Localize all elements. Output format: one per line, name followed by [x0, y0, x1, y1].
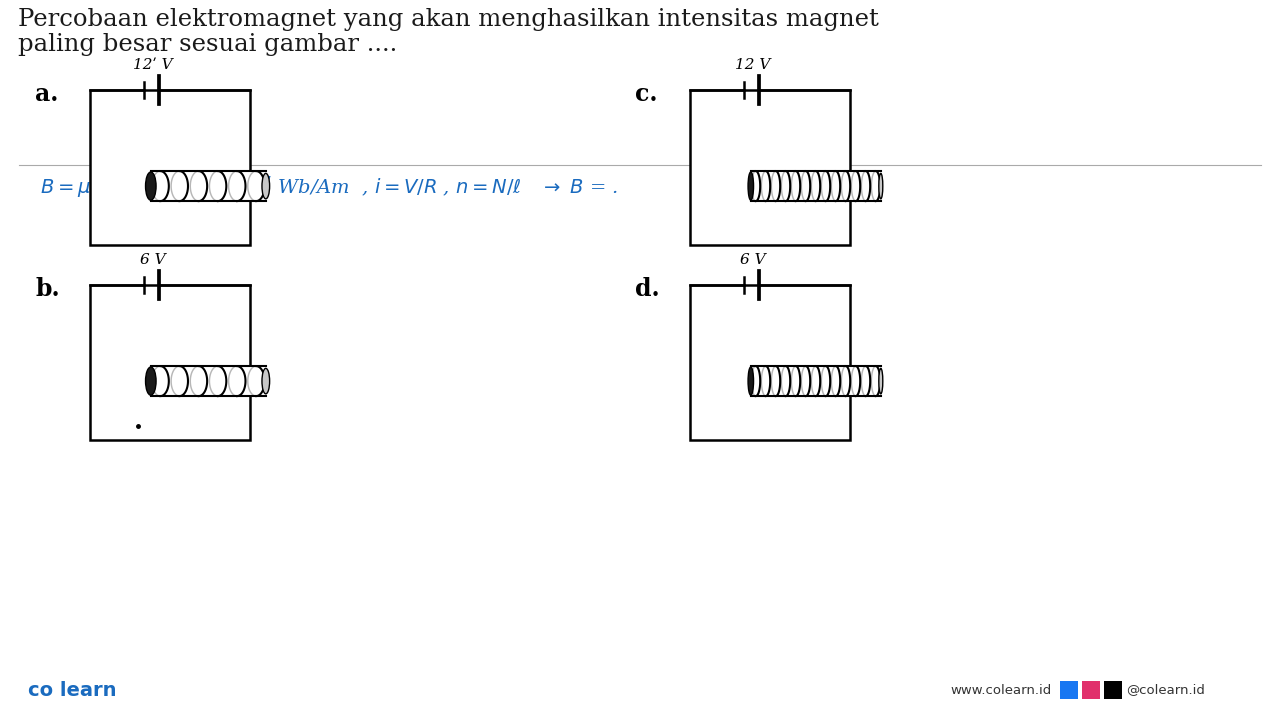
Text: +: + [152, 290, 163, 304]
Ellipse shape [262, 174, 270, 199]
Text: 6 V: 6 V [740, 253, 765, 267]
Text: ♪: ♪ [1110, 685, 1116, 695]
Text: 12 V: 12 V [735, 58, 771, 72]
Text: 12ʹ V: 12ʹ V [133, 58, 173, 72]
Text: c.: c. [635, 82, 658, 106]
Text: co learn: co learn [28, 680, 116, 700]
Bar [1082, 681, 1100, 699]
Text: www.colearn.id: www.colearn.id [950, 683, 1051, 696]
Ellipse shape [262, 369, 270, 394]
Text: -: - [137, 290, 141, 304]
Text: Percobaan elektromagnet yang akan menghasilkan intensitas magnet: Percobaan elektromagnet yang akan mengha… [18, 8, 879, 31]
Ellipse shape [146, 172, 156, 200]
Text: +: + [751, 290, 763, 304]
Bar [690, 90, 850, 245]
Text: 6 V: 6 V [141, 253, 166, 267]
Text: d.: d. [635, 277, 659, 301]
Text: -: - [737, 96, 741, 109]
Ellipse shape [879, 369, 883, 394]
Ellipse shape [879, 174, 883, 199]
Text: f: f [1066, 683, 1071, 696]
Text: b.: b. [35, 277, 60, 301]
Bar [1060, 681, 1078, 699]
Text: $B = \mathit{\mu_0} i N$   , $\mu_0 = 4\pi{\cdot}10^{-7}$ Wb/Am  , $i = V/R$ , $: $B = \mathit{\mu_0} i N$ , $\mu_0 = 4\pi… [40, 174, 618, 200]
Text: +: + [751, 96, 763, 109]
Bar [690, 285, 850, 440]
Bar [751, 171, 881, 201]
Text: paling besar sesuai gambar ....: paling besar sesuai gambar .... [18, 33, 397, 56]
Ellipse shape [146, 367, 156, 395]
Bar [90, 90, 250, 245]
Text: @colearn.id: @colearn.id [1126, 683, 1204, 696]
Bar [151, 366, 266, 396]
Text: +: + [152, 96, 163, 109]
Ellipse shape [748, 367, 754, 395]
Bar [90, 285, 250, 440]
Bar [151, 171, 266, 201]
Text: -: - [137, 96, 141, 109]
Text: □: □ [1087, 685, 1096, 695]
Text: a.: a. [35, 82, 59, 106]
Bar [751, 366, 881, 396]
Bar [1103, 681, 1123, 699]
Ellipse shape [748, 172, 754, 200]
Text: -: - [737, 290, 741, 304]
